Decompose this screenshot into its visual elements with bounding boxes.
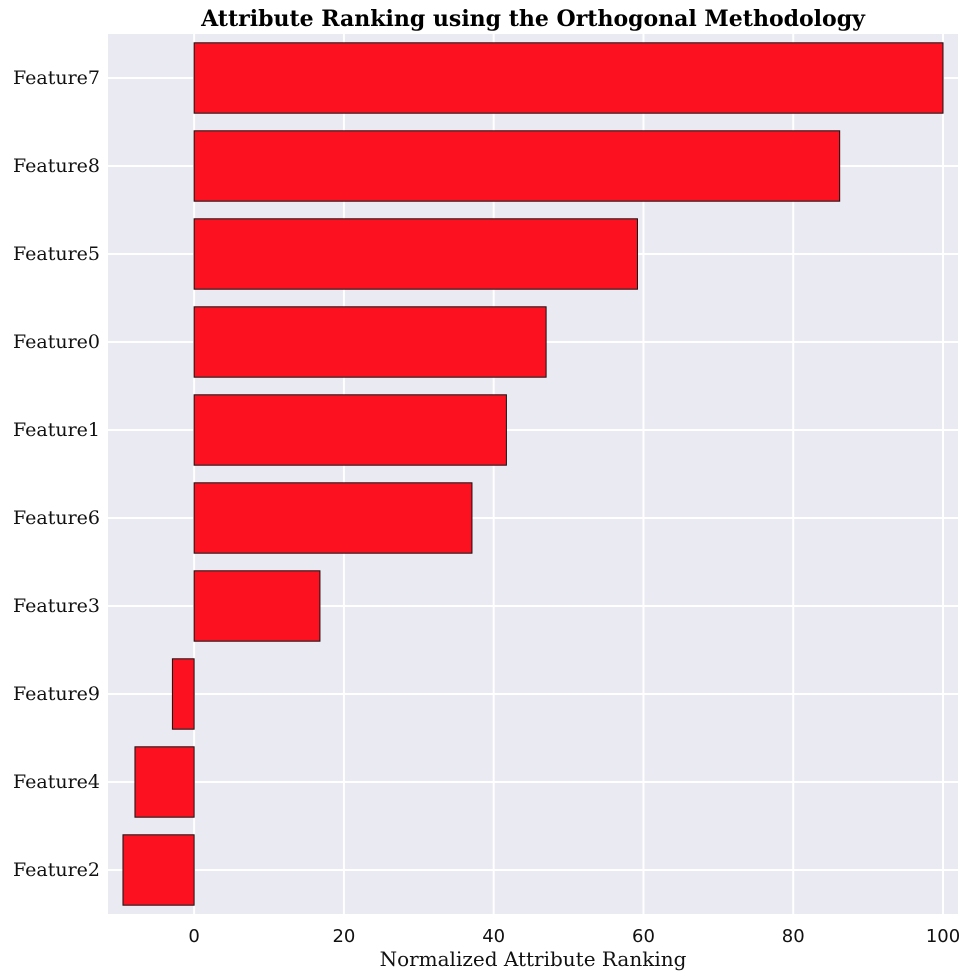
bar-feature9	[171, 658, 195, 730]
bar-feature3	[193, 570, 321, 642]
y-tick-label: Feature7	[13, 67, 100, 89]
y-tick-labels: Feature7 Feature8 Feature5 Feature0 Feature1…	[13, 67, 100, 881]
x-tick-label: 0	[188, 926, 199, 947]
chart-title: Attribute Ranking using the Orthogonal M…	[200, 6, 866, 32]
y-tick-label: Feature0	[13, 331, 100, 353]
bar-feature4	[134, 746, 195, 818]
y-tick-label: Feature9	[13, 683, 100, 705]
y-tick-label: Feature2	[13, 859, 100, 881]
x-tick-label: 80	[782, 926, 805, 947]
bar-feature5	[193, 218, 638, 290]
y-tick-label: Feature4	[13, 771, 100, 793]
x-tick-label: 40	[482, 926, 505, 947]
y-tick-label: Feature3	[13, 595, 100, 617]
y-tick-label: Feature1	[13, 419, 100, 441]
x-tick-label: 20	[332, 926, 355, 947]
bar-feature7	[193, 42, 944, 114]
bar-feature8	[193, 130, 841, 202]
bar-feature1	[193, 394, 507, 466]
x-axis-label: Normalized Attribute Ranking	[380, 947, 687, 971]
bar-feature0	[193, 306, 547, 378]
bars	[122, 42, 944, 906]
x-tick-label: 60	[632, 926, 655, 947]
bar-feature6	[193, 482, 473, 554]
y-tick-label: Feature5	[13, 243, 100, 265]
bar-feature2	[122, 834, 195, 906]
y-tick-label: Feature8	[13, 155, 100, 177]
y-tick-label: Feature6	[13, 507, 100, 529]
x-tick-labels: 0 20 40 60 80 100	[188, 926, 960, 947]
x-tick-label: 100	[926, 926, 960, 947]
